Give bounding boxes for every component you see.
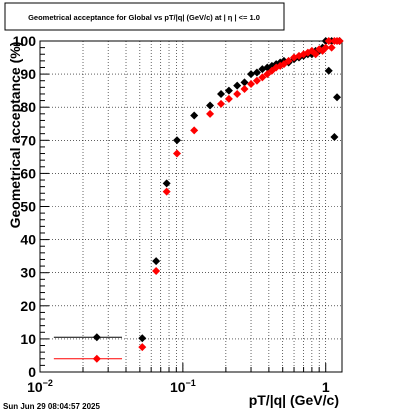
data-point	[190, 126, 199, 135]
data-point	[247, 70, 256, 79]
data-point	[252, 76, 261, 85]
data-point	[324, 66, 333, 75]
data-point	[224, 86, 233, 95]
y-tick-label: 60	[20, 165, 36, 181]
y-tick-label: 0	[28, 364, 36, 380]
data-point	[190, 111, 199, 120]
data-point	[324, 37, 333, 45]
grid	[40, 41, 342, 372]
x-axis-title: pT/|q| (GeV/c)	[249, 392, 339, 408]
data-point	[206, 101, 215, 110]
x-tick-labels: 10−2 10−1 1	[27, 378, 330, 395]
data-point	[152, 267, 161, 276]
y-tick-labels: 0 10 20 30 40 50 60 70 80 90 100	[13, 33, 37, 380]
data-point	[321, 43, 330, 52]
y-tick-label: 50	[20, 199, 36, 215]
y-tick-label: 30	[20, 265, 36, 281]
data-point	[284, 56, 293, 65]
data-point	[217, 99, 226, 108]
chart-title: Geometrical acceptance for Global vs pT/…	[28, 13, 260, 22]
data-point	[327, 43, 336, 52]
data-point	[330, 132, 339, 141]
data-point	[138, 334, 147, 343]
y-tick-label: 70	[20, 132, 36, 148]
data-point	[217, 89, 226, 98]
data-point	[138, 343, 147, 352]
data-point	[252, 68, 261, 77]
data-point	[258, 73, 267, 82]
y-tick-label: 100	[13, 33, 37, 49]
x-tick-label: 10−1	[170, 378, 196, 395]
date-stamp: Sun Jun 29 08:04:57 2025	[3, 402, 100, 411]
data-point	[152, 257, 161, 266]
data-series	[53, 37, 344, 363]
chart-title-box	[4, 2, 285, 31]
data-point	[233, 89, 242, 98]
y-tick-label: 90	[20, 66, 36, 82]
y-tick-label: 40	[20, 232, 36, 248]
data-point	[173, 136, 182, 145]
y-tick-label: 20	[20, 298, 36, 314]
data-point	[333, 93, 342, 102]
y-tick-label: 10	[20, 331, 36, 347]
x-tick-label: 1	[322, 379, 330, 395]
data-point	[92, 354, 101, 363]
data-point	[247, 80, 256, 89]
data-point	[240, 78, 249, 87]
y-tick-label: 80	[20, 99, 36, 115]
y-axis-title: Geometrical acceptance (%)	[7, 42, 23, 229]
series-2	[53, 37, 344, 363]
data-point	[240, 84, 249, 93]
data-point	[92, 333, 101, 342]
data-point	[224, 94, 233, 103]
axis-ticks	[39, 40, 327, 373]
data-point	[233, 81, 242, 90]
data-point	[311, 50, 320, 59]
data-point	[206, 109, 215, 118]
data-point	[173, 149, 182, 158]
data-point	[335, 37, 344, 45]
data-point	[162, 187, 171, 196]
data-point	[162, 179, 171, 188]
series-1	[53, 37, 344, 343]
x-tick-label: 10−2	[27, 378, 53, 395]
